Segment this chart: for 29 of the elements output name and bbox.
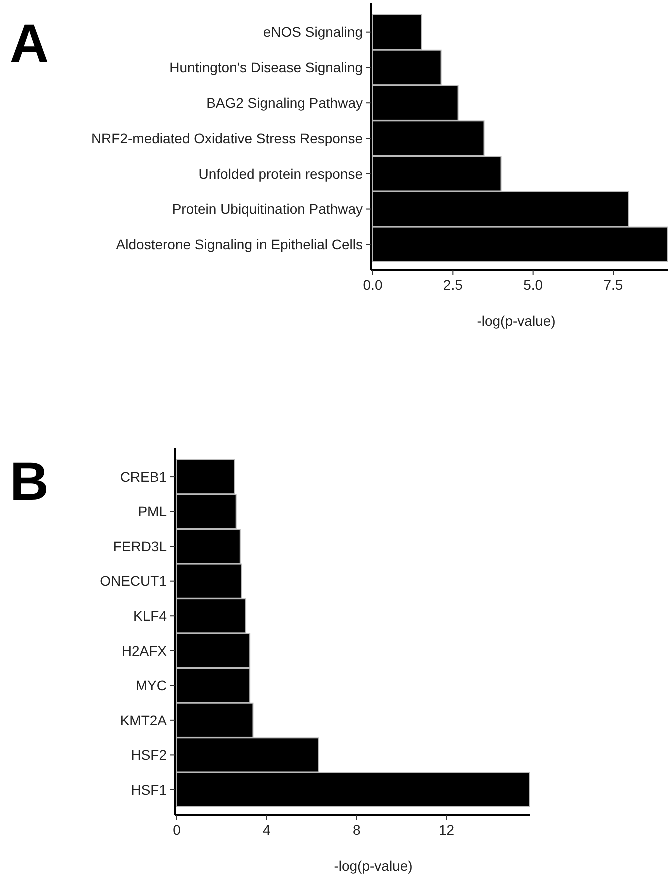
y-tick-label: HSF1 <box>131 782 168 798</box>
x-tick-label: 8 <box>352 822 361 838</box>
y-tick-label: BAG2 Signaling Pathway <box>206 95 363 112</box>
x-tick-label: 0.0 <box>363 277 383 293</box>
x-axis-title: -log(p-value) <box>334 858 413 874</box>
y-tick-label: H2AFX <box>122 642 168 659</box>
y-tick-label: CREB1 <box>120 468 168 485</box>
y-tick-label: KMT2A <box>120 712 168 728</box>
y-tick-label: Unfolded protein response <box>198 166 364 182</box>
y-tick-label: MYC <box>136 678 167 694</box>
chart-title: A <box>10 14 49 74</box>
y-tick-label: PML <box>138 504 168 520</box>
x-tick-label: 7.5 <box>604 277 624 293</box>
chart-title: B <box>10 452 49 512</box>
x-tick-label: 0 <box>173 822 182 838</box>
y-tick-label: KLF4 <box>134 608 168 624</box>
y-tick-label: HSF2 <box>131 747 168 764</box>
x-tick-label: 4 <box>263 822 272 838</box>
x-tick-label: 12 <box>439 822 455 838</box>
x-tick-label: 2.5 <box>443 277 464 293</box>
y-tick-label: FERD3L <box>113 538 168 554</box>
y-tick-label: Huntington's Disease Signaling <box>170 60 363 76</box>
x-axis-title: -log(p-value) <box>477 313 556 329</box>
y-tick-label: Protein Ubiquitination Pathway <box>172 201 363 218</box>
y-tick-label: eNOS Signaling <box>263 24 363 40</box>
y-tick-label: Aldosterone Signaling in Epithelial Cells <box>116 236 363 253</box>
y-tick-label: ONECUT1 <box>100 573 168 590</box>
x-tick-label: 5.0 <box>524 277 544 293</box>
y-tick-label: NRF2-mediated Oxidative Stress Response <box>91 130 364 146</box>
